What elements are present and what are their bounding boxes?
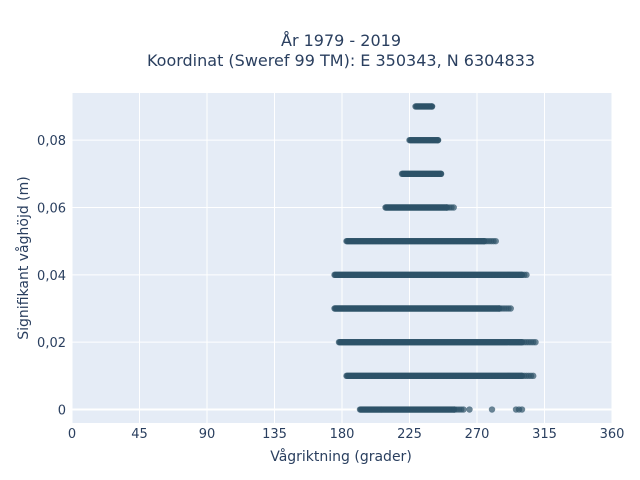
data-points (331, 103, 539, 413)
data-point (428, 103, 436, 110)
y-tick-label: 0,08 (37, 134, 66, 149)
x-tick-label: 0 (68, 427, 76, 442)
x-tick-label: 270 (465, 427, 490, 442)
data-point (530, 372, 537, 380)
data-point (460, 406, 467, 413)
chart-title-line2: Koordinat (Sweref 99 TM): E 350343, N 63… (147, 51, 535, 70)
x-tick-label: 225 (397, 427, 422, 442)
data-point (437, 170, 445, 178)
x-tick-labels: 0 45 90 135 180 225 270 315 360 (68, 427, 625, 442)
x-tick-label: 315 (532, 427, 557, 442)
y-tick-label: 0,04 (37, 269, 66, 284)
data-point (488, 406, 496, 413)
y-tick-labels: 0 0,02 0,04 0,06 0,08 (37, 134, 66, 418)
x-tick-label: 180 (330, 427, 355, 442)
data-point (466, 406, 473, 413)
x-axis-label: Vågriktning (grader) (270, 448, 412, 465)
data-point (507, 305, 514, 312)
data-point (523, 271, 530, 279)
data-point (434, 136, 442, 144)
chart-title-line1: År 1979 - 2019 (281, 31, 401, 50)
data-point (450, 204, 457, 211)
x-tick-label: 45 (131, 427, 148, 442)
y-tick-label: 0,06 (37, 201, 66, 216)
x-tick-label: 135 (262, 427, 287, 442)
y-tick-label: 0 (58, 404, 66, 419)
y-axis-label: Signifikant våghöjd (m) (15, 176, 32, 339)
x-tick-label: 360 (600, 427, 625, 442)
data-point (532, 338, 539, 346)
y-tick-label: 0,02 (37, 336, 66, 351)
data-point (518, 406, 526, 413)
data-point (492, 237, 499, 245)
x-tick-label: 90 (199, 427, 216, 442)
